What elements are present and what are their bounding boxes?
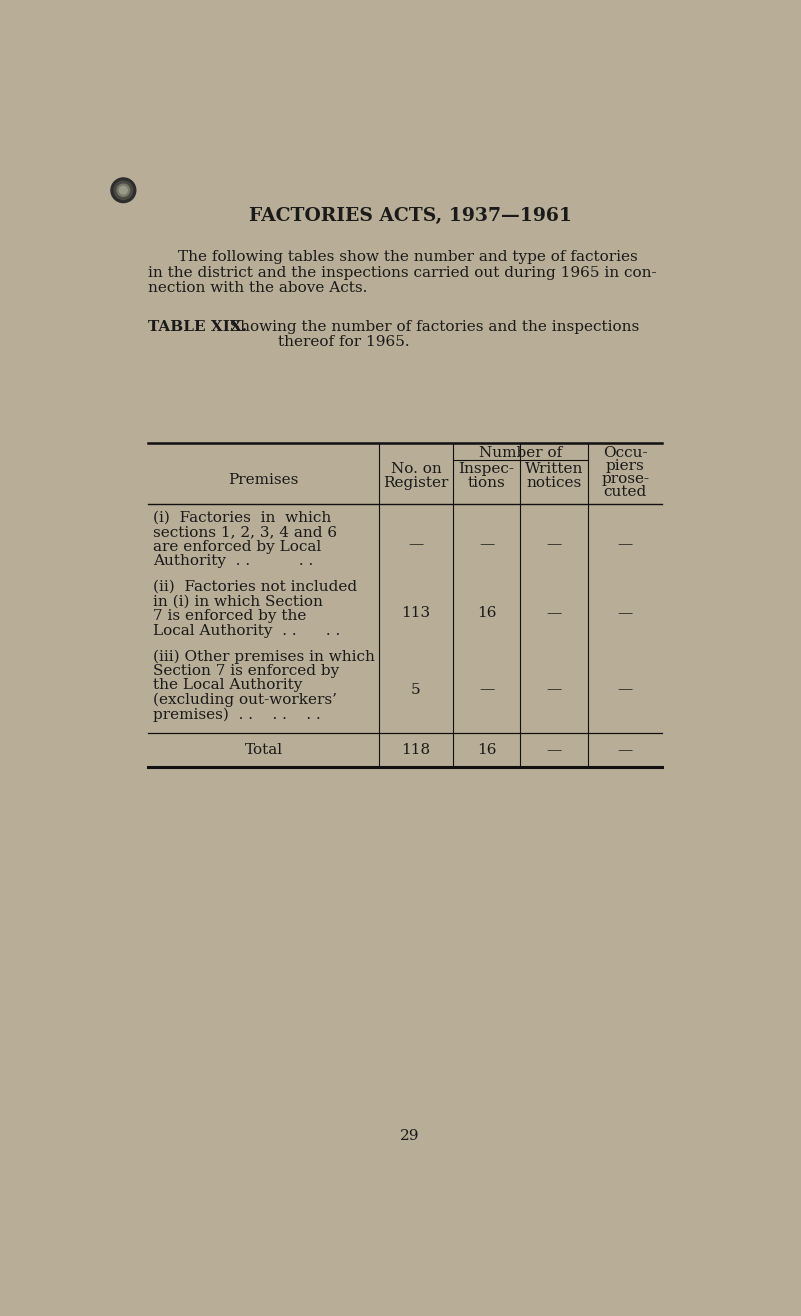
Text: the Local Authority: the Local Authority [153,679,302,692]
Circle shape [119,187,127,193]
Text: 5: 5 [411,683,421,696]
Text: —: — [618,744,633,757]
Circle shape [117,184,130,196]
Text: (iii) Other premises in which: (iii) Other premises in which [153,649,375,663]
Text: in (i) in which Section: in (i) in which Section [153,595,323,608]
Text: cuted: cuted [604,486,647,499]
Text: nection with the above Acts.: nection with the above Acts. [148,282,368,295]
Text: —: — [618,683,633,696]
Text: Premises: Premises [228,472,299,487]
Text: Inspec-: Inspec- [458,462,514,476]
Text: FACTORIES ACTS, 1937—1961: FACTORIES ACTS, 1937—1961 [248,207,572,225]
Text: Showing the number of factories and the inspections: Showing the number of factories and the … [220,320,639,334]
Text: —: — [546,537,562,550]
Text: premises)  . .    . .    . .: premises) . . . . . . [153,708,320,722]
Text: TABLE XIX.: TABLE XIX. [148,320,248,334]
Text: piers: piers [606,459,645,472]
Text: tions: tions [468,476,505,490]
Circle shape [111,178,136,203]
Text: Number of: Number of [479,446,562,459]
Text: Written: Written [525,462,583,476]
Text: 118: 118 [401,744,430,757]
Text: notices: notices [526,476,582,490]
Text: in the district and the inspections carried out during 1965 in con-: in the district and the inspections carr… [148,266,657,280]
Text: Authority  . .          . .: Authority . . . . [153,554,313,569]
Text: (ii)  Factories not included: (ii) Factories not included [153,580,357,594]
Text: are enforced by Local: are enforced by Local [153,540,321,554]
Text: Section 7 is enforced by: Section 7 is enforced by [153,663,339,678]
Text: —: — [546,744,562,757]
Text: —: — [618,605,633,620]
Text: Register: Register [383,476,449,490]
Text: —: — [479,683,494,696]
Text: —: — [546,683,562,696]
Text: —: — [409,537,424,550]
Text: prose-: prose- [601,472,650,486]
Text: 7 is enforced by the: 7 is enforced by the [153,609,306,624]
Text: —: — [479,537,494,550]
Text: 29: 29 [400,1129,420,1142]
Text: Total: Total [244,744,283,757]
Text: Occu-: Occu- [603,446,647,459]
Text: 16: 16 [477,605,496,620]
Text: (excluding out-workers’: (excluding out-workers’ [153,694,337,708]
Text: The following tables show the number and type of factories: The following tables show the number and… [178,250,638,265]
Text: sections 1, 2, 3, 4 and 6: sections 1, 2, 3, 4 and 6 [153,525,337,540]
Text: No. on: No. on [391,462,441,476]
Text: 16: 16 [477,744,496,757]
Text: 113: 113 [401,605,430,620]
Text: —: — [546,605,562,620]
Text: thereof for 1965.: thereof for 1965. [279,336,410,349]
Text: —: — [618,537,633,550]
Circle shape [114,182,133,200]
Text: Local Authority  . .      . .: Local Authority . . . . [153,624,340,638]
Text: (i)  Factories  in  which: (i) Factories in which [153,511,331,525]
